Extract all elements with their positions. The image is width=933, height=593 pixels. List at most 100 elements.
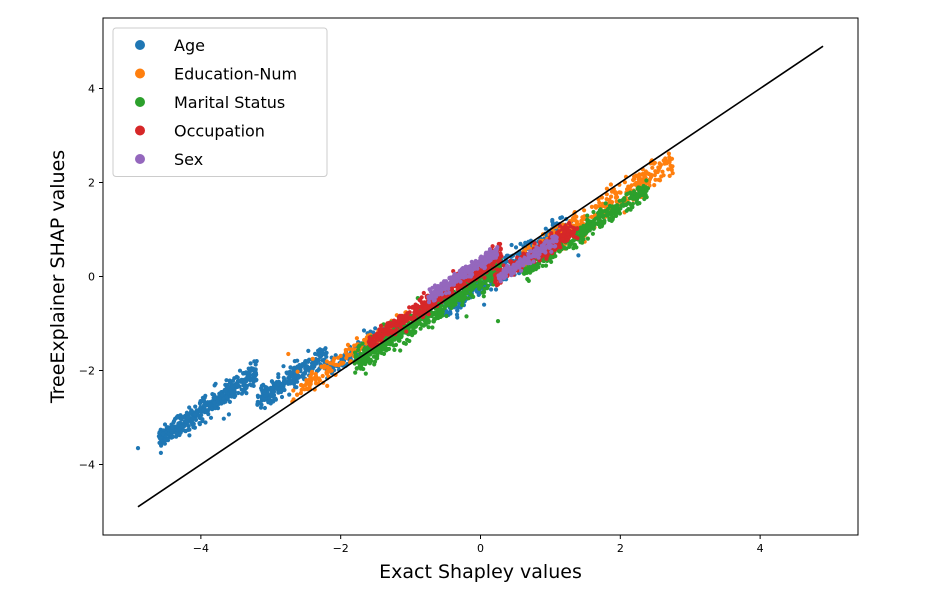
data-point — [473, 270, 478, 275]
data-point — [200, 399, 205, 404]
data-point — [274, 386, 279, 391]
data-point — [444, 313, 449, 319]
data-point — [468, 266, 473, 271]
data-point — [603, 201, 608, 206]
data-point — [327, 369, 332, 374]
data-point — [412, 310, 417, 315]
data-point — [341, 360, 346, 365]
data-point — [230, 378, 236, 383]
data-point — [440, 310, 445, 315]
data-point — [190, 416, 196, 422]
data-point — [254, 359, 259, 364]
data-point — [307, 377, 312, 382]
data-point — [607, 197, 612, 202]
data-point — [200, 417, 205, 422]
data-point — [433, 294, 439, 299]
data-point — [392, 319, 397, 324]
data-point — [575, 236, 580, 241]
data-point — [605, 210, 610, 215]
data-point — [354, 336, 359, 341]
data-point — [253, 362, 258, 367]
data-point — [429, 313, 434, 319]
x-tick-label: 4 — [757, 542, 764, 555]
data-point — [656, 165, 661, 170]
data-point — [212, 383, 217, 388]
data-point — [431, 290, 436, 296]
data-point — [470, 262, 475, 268]
data-point — [415, 303, 420, 308]
data-point — [212, 392, 217, 397]
data-point — [597, 200, 602, 205]
data-point — [601, 209, 606, 214]
data-point — [652, 160, 658, 165]
data-point — [571, 238, 577, 243]
legend-marker-sex — [135, 154, 145, 164]
data-point — [643, 185, 649, 190]
data-point — [451, 303, 456, 308]
data-point — [317, 347, 323, 352]
data-point — [529, 266, 534, 271]
data-point — [528, 270, 533, 275]
legend-marker-education-num — [135, 68, 145, 79]
data-point — [534, 245, 539, 250]
data-point — [203, 420, 208, 425]
data-point — [432, 283, 438, 288]
data-point — [236, 390, 241, 396]
data-point — [624, 192, 629, 197]
data-point — [544, 254, 549, 259]
data-point — [534, 253, 540, 258]
data-point — [477, 272, 482, 277]
data-point — [435, 286, 441, 291]
data-point — [509, 270, 514, 275]
identity-line — [137, 45, 824, 508]
data-point — [221, 396, 226, 401]
data-point — [567, 221, 572, 226]
data-point — [179, 417, 184, 422]
data-point — [468, 274, 473, 279]
y-axis-label: TreeExplainer SHAP values — [47, 150, 69, 404]
data-point — [528, 249, 533, 254]
data-point — [359, 363, 364, 368]
data-point — [354, 366, 359, 371]
data-point — [156, 434, 161, 439]
data-point — [283, 380, 288, 385]
data-point — [295, 379, 300, 384]
data-point — [580, 231, 585, 237]
data-point — [409, 329, 414, 334]
data-point — [338, 353, 343, 358]
data-point — [670, 171, 675, 176]
series-age — [135, 215, 581, 455]
data-point — [549, 255, 554, 260]
data-point — [472, 284, 477, 289]
data-point — [209, 406, 215, 411]
data-point — [223, 399, 228, 404]
data-point — [311, 376, 316, 381]
data-point — [237, 368, 243, 373]
data-point — [161, 428, 166, 433]
data-point — [384, 348, 389, 353]
data-point — [235, 382, 240, 388]
data-point — [324, 359, 329, 364]
data-point — [174, 424, 179, 429]
data-point — [632, 174, 637, 179]
data-point — [666, 151, 672, 156]
data-point — [430, 325, 435, 330]
data-point — [543, 246, 548, 251]
data-point — [192, 412, 198, 417]
data-point — [249, 376, 254, 381]
data-point — [224, 378, 229, 383]
data-point — [508, 259, 513, 264]
data-point — [208, 415, 214, 420]
data-point — [495, 267, 500, 272]
data-point — [370, 340, 375, 345]
data-point — [316, 351, 321, 356]
data-point — [515, 263, 520, 268]
data-point — [598, 207, 603, 212]
data-point — [327, 361, 333, 366]
data-point — [647, 177, 653, 182]
data-point — [313, 361, 318, 366]
data-point — [241, 371, 246, 376]
data-point — [634, 197, 640, 202]
data-point — [591, 219, 596, 224]
data-point — [262, 390, 267, 395]
